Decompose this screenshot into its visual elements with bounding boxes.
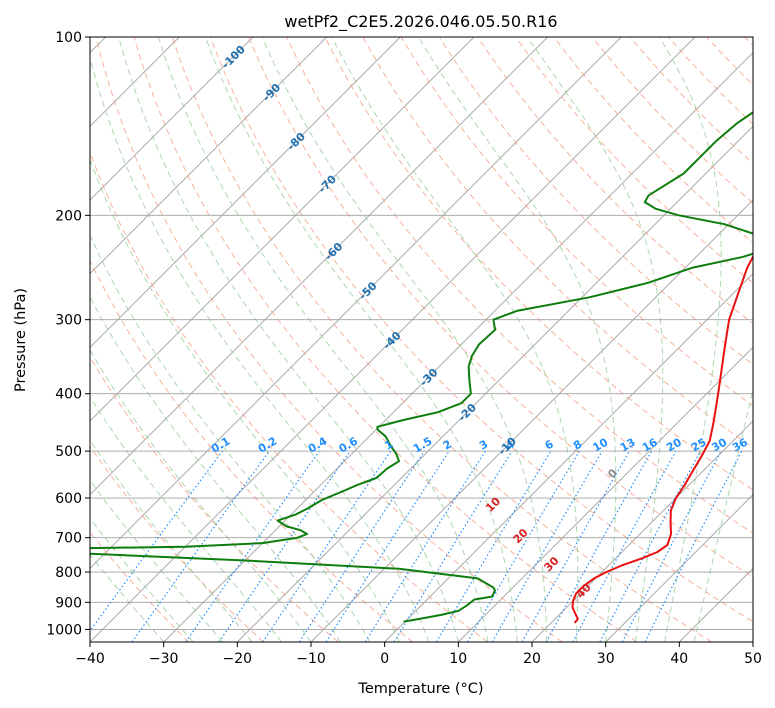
- isotherm-line: [384, 273, 753, 642]
- x-tick-label: −30: [149, 651, 179, 667]
- mixing-ratio-line: [185, 450, 320, 642]
- x-axis-label: Temperature (°C): [357, 681, 483, 697]
- mixing-ratio-line: [298, 450, 425, 642]
- y-tick-label: 200: [55, 208, 82, 224]
- y-tick-label: 300: [55, 313, 82, 329]
- moist-adiabat-line: [90, 158, 400, 642]
- isotherm-line: [163, 52, 753, 642]
- x-tick-label: 30: [597, 651, 615, 667]
- y-tick-label: 500: [55, 444, 82, 460]
- dry-adiabat-line: [515, 37, 753, 284]
- temperature-profile-line: [571, 254, 753, 624]
- moist-adiabat-line: [90, 349, 312, 642]
- moist-adiabat-line: [90, 396, 282, 642]
- dry-adiabat-line: [133, 37, 638, 642]
- isotherm-line: [90, 37, 622, 569]
- y-tick-label: 900: [55, 595, 82, 611]
- isotherm-line: [90, 37, 401, 348]
- y-tick-label: 600: [55, 491, 82, 507]
- x-tick-label: 0: [380, 651, 389, 667]
- mixing-ratio-line: [393, 450, 513, 642]
- isotherm-line: [531, 420, 753, 642]
- moist-adiabat-line: [157, 37, 489, 642]
- isotherm-line: [90, 37, 549, 496]
- mixing-ratio-line: [218, 450, 351, 642]
- mixing-ratio-line: [572, 450, 677, 642]
- x-tick-label: 40: [670, 651, 688, 667]
- moist-adiabat-line: [693, 386, 753, 642]
- mixing-ratio-line: [90, 450, 223, 632]
- moist-adiabat-line: [90, 439, 253, 642]
- mixing-ratio-line: [325, 450, 450, 642]
- x-tick-label: 10: [449, 651, 467, 667]
- y-tick-label: 800: [55, 565, 82, 581]
- moist-adiabat-line: [90, 479, 223, 642]
- dewpoint-profile-line: [90, 111, 753, 623]
- y-tick-label: 1000: [46, 622, 82, 638]
- dry-adiabat-line: [248, 37, 753, 578]
- isotherm-line: [90, 37, 254, 201]
- y-tick-label: 100: [55, 30, 82, 46]
- y-axis-label: Pressure (hPa): [13, 288, 29, 392]
- plot-frame: [89, 36, 754, 643]
- x-tick-label: −20: [223, 651, 253, 667]
- y-tick-label: 700: [55, 531, 82, 547]
- y-tick-label: 400: [55, 387, 82, 403]
- moist-adiabat-line: [331, 37, 579, 642]
- dry-adiabat-line: [324, 37, 753, 491]
- x-tick-label: 20: [523, 651, 541, 667]
- mixing-ratio-line: [644, 450, 743, 642]
- moist-adiabat-line: [90, 55, 430, 642]
- moist-adiabat-line: [90, 554, 165, 642]
- moist-adiabat-line: [90, 234, 371, 642]
- moist-adiabat-line: [90, 296, 341, 642]
- dry-adiabat-line: [95, 37, 563, 642]
- dry-adiabat-line: [438, 37, 753, 366]
- dry-adiabat-line: [90, 150, 488, 642]
- isotherm-line: [90, 37, 696, 642]
- chart-title: wetPf2_C2E5.2026.046.05.50.R16: [284, 12, 557, 32]
- dry-adiabat-line: [400, 37, 753, 407]
- isotherm-line: [310, 199, 753, 642]
- x-tick-label: −40: [75, 651, 105, 667]
- moist-adiabat-line: [90, 517, 194, 642]
- dry-adiabat-line: [591, 37, 753, 204]
- dry-adiabat-line: [90, 259, 414, 642]
- mixing-ratio-line: [545, 450, 653, 642]
- moist-adiabat-line: [204, 37, 518, 642]
- dry-adiabat-line: [209, 37, 753, 623]
- mixing-ratio-line: [131, 450, 270, 642]
- moist-adiabat-line: [118, 37, 459, 642]
- mixing-ratio-line: [521, 450, 631, 642]
- isotherm-line: [605, 494, 753, 642]
- dry-adiabat-line: [553, 37, 753, 244]
- moist-adiabat-line: [658, 37, 722, 642]
- dry-adiabat-line: [362, 37, 753, 449]
- x-tick-label: −10: [296, 651, 326, 667]
- x-tick-label: 50: [744, 651, 762, 667]
- moist-adiabat-line: [261, 37, 548, 642]
- mixing-ratio-line: [262, 450, 392, 642]
- dry-adiabat-line: [90, 445, 264, 642]
- isotherm-line: [237, 125, 753, 642]
- dry-adiabat-line: [286, 37, 753, 534]
- isotherm-line: [90, 37, 328, 275]
- moist-adiabat-line: [418, 37, 617, 642]
- dry-adiabat-line: [171, 37, 712, 642]
